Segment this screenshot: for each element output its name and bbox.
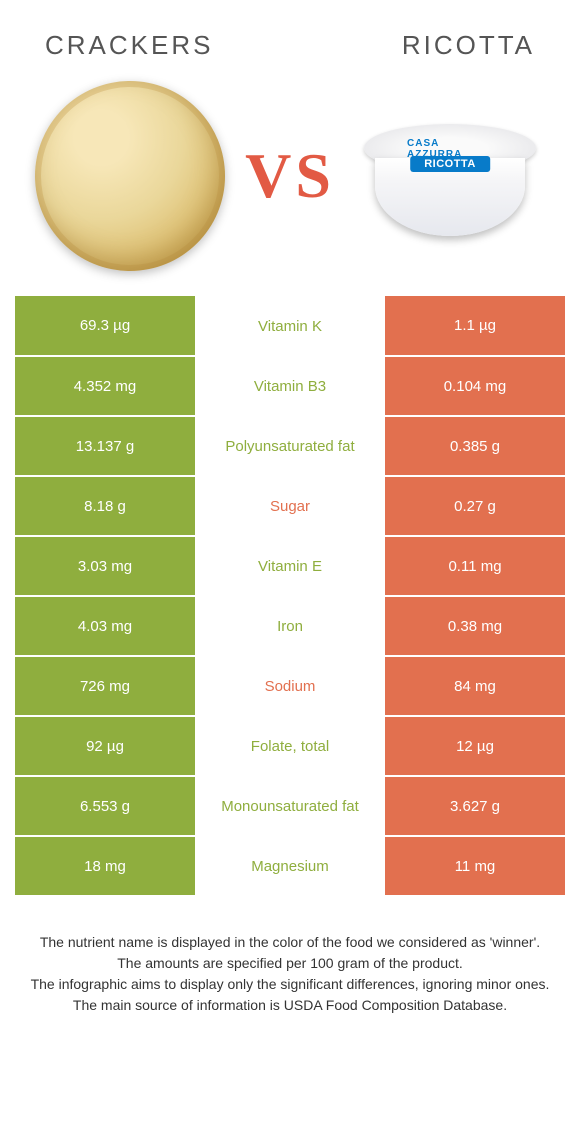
- table-row: 69.3 µgVitamin K1.1 µg: [15, 296, 565, 356]
- left-value: 726 mg: [15, 656, 195, 716]
- header-row: CRACKERS RICOTTA: [15, 20, 565, 81]
- footer-line: The nutrient name is displayed in the co…: [25, 932, 555, 953]
- nutrient-name: Folate, total: [203, 716, 377, 776]
- spacer: [377, 716, 385, 776]
- spacer: [195, 416, 203, 476]
- spacer: [195, 596, 203, 656]
- spacer: [195, 656, 203, 716]
- spacer: [377, 296, 385, 356]
- spacer: [377, 356, 385, 416]
- left-value: 69.3 µg: [15, 296, 195, 356]
- footer-line: The amounts are specified per 100 gram o…: [25, 953, 555, 974]
- spacer: [377, 836, 385, 896]
- nutrient-name: Vitamin K: [203, 296, 377, 356]
- table-row: 3.03 mgVitamin E0.11 mg: [15, 536, 565, 596]
- nutrient-name: Vitamin E: [203, 536, 377, 596]
- table-row: 8.18 gSugar0.27 g: [15, 476, 565, 536]
- table-row: 92 µgFolate, total12 µg: [15, 716, 565, 776]
- right-value: 1.1 µg: [385, 296, 565, 356]
- spacer: [195, 836, 203, 896]
- spacer: [377, 476, 385, 536]
- nutrient-name: Sodium: [203, 656, 377, 716]
- spacer: [377, 656, 385, 716]
- spacer: [195, 776, 203, 836]
- right-value: 0.385 g: [385, 416, 565, 476]
- nutrient-table: 69.3 µgVitamin K1.1 µg4.352 mgVitamin B3…: [15, 296, 565, 897]
- table-row: 13.137 gPolyunsaturated fat0.385 g: [15, 416, 565, 476]
- footer-line: The main source of information is USDA F…: [25, 995, 555, 1016]
- left-value: 18 mg: [15, 836, 195, 896]
- nutrient-name: Vitamin B3: [203, 356, 377, 416]
- right-value: 0.104 mg: [385, 356, 565, 416]
- table-row: 6.553 gMonounsaturated fat3.627 g: [15, 776, 565, 836]
- right-value: 0.11 mg: [385, 536, 565, 596]
- nutrient-name: Magnesium: [203, 836, 377, 896]
- nutrient-name: Iron: [203, 596, 377, 656]
- table-row: 18 mgMagnesium11 mg: [15, 836, 565, 896]
- spacer: [195, 536, 203, 596]
- right-value: 0.27 g: [385, 476, 565, 536]
- left-value: 3.03 mg: [15, 536, 195, 596]
- spacer: [195, 476, 203, 536]
- right-value: 11 mg: [385, 836, 565, 896]
- cracker-image: [35, 81, 225, 271]
- nutrient-name: Sugar: [203, 476, 377, 536]
- left-value: 13.137 g: [15, 416, 195, 476]
- spacer: [377, 776, 385, 836]
- right-value: 0.38 mg: [385, 596, 565, 656]
- spacer: [377, 416, 385, 476]
- table-row: 4.352 mgVitamin B30.104 mg: [15, 356, 565, 416]
- left-value: 4.03 mg: [15, 596, 195, 656]
- vs-label: VS: [245, 139, 335, 213]
- ricotta-image: CASA AZZURRA RICOTTA: [355, 81, 545, 271]
- right-food-title: RICOTTA: [402, 30, 535, 61]
- left-value: 8.18 g: [15, 476, 195, 536]
- footer-notes: The nutrient name is displayed in the co…: [15, 932, 565, 1016]
- left-value: 6.553 g: [15, 776, 195, 836]
- right-value: 12 µg: [385, 716, 565, 776]
- image-row: VS CASA AZZURRA RICOTTA: [15, 81, 565, 271]
- spacer: [377, 596, 385, 656]
- spacer: [195, 716, 203, 776]
- spacer: [195, 296, 203, 356]
- table-row: 726 mgSodium84 mg: [15, 656, 565, 716]
- nutrient-name: Polyunsaturated fat: [203, 416, 377, 476]
- left-food-title: CRACKERS: [45, 30, 213, 61]
- left-value: 92 µg: [15, 716, 195, 776]
- ricotta-product-label: RICOTTA: [410, 156, 490, 172]
- footer-line: The infographic aims to display only the…: [25, 974, 555, 995]
- table-row: 4.03 mgIron0.38 mg: [15, 596, 565, 656]
- nutrient-name: Monounsaturated fat: [203, 776, 377, 836]
- right-value: 3.627 g: [385, 776, 565, 836]
- spacer: [377, 536, 385, 596]
- spacer: [195, 356, 203, 416]
- right-value: 84 mg: [385, 656, 565, 716]
- left-value: 4.352 mg: [15, 356, 195, 416]
